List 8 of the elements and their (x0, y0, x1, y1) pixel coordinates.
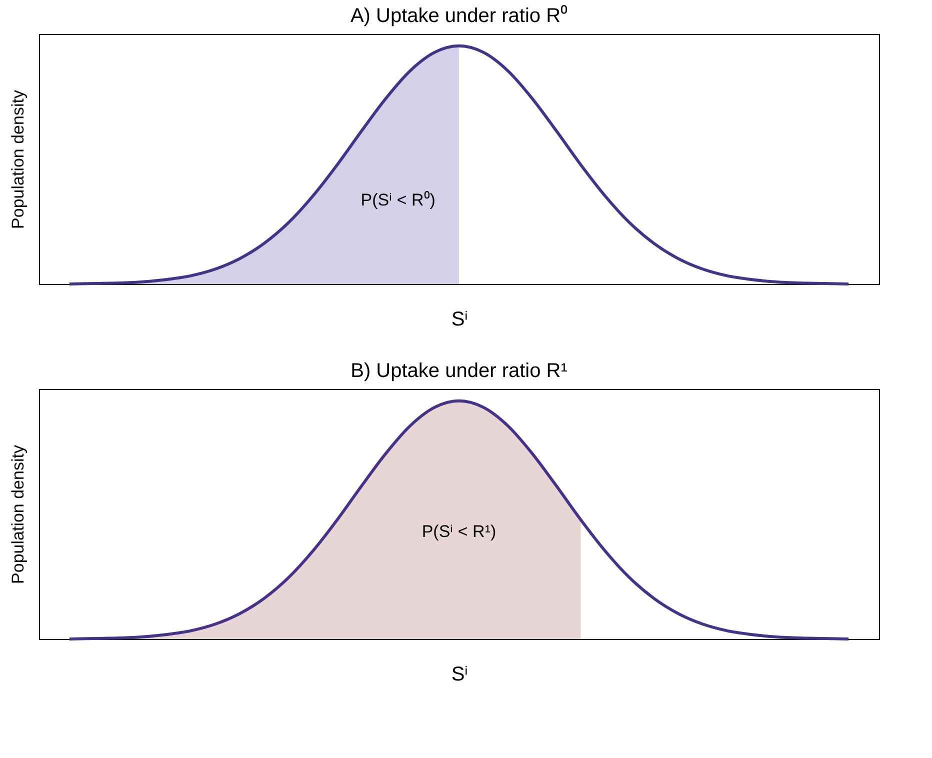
chart-title: B) Uptake under ratio R¹ (350, 360, 568, 382)
chart-title: A) Uptake under ratio R⁰ (350, 4, 568, 27)
x-axis-title: Sⁱ (451, 664, 468, 686)
y-axis-title: Population density (8, 90, 28, 229)
annotation: P(Sⁱ < R⁰) (360, 190, 436, 210)
annotation: P(Sⁱ < R¹) (422, 522, 496, 541)
x-axis-title: Sⁱ (451, 308, 468, 330)
y-axis-title: Population density (8, 444, 28, 584)
